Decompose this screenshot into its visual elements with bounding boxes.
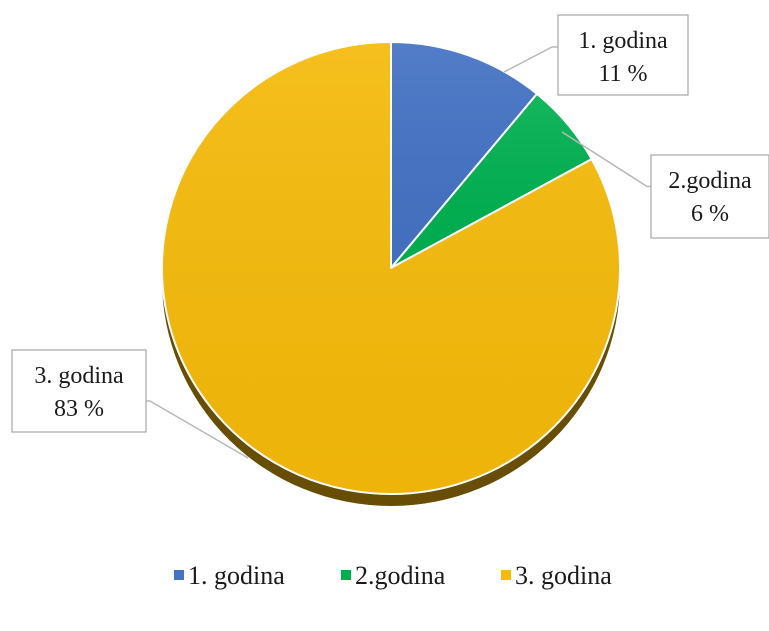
pie-slice-sheen-3: [162, 42, 621, 495]
data-label-category-2: 2.godina: [668, 168, 752, 194]
legend: 1. godina 2.godina 3. godina: [174, 561, 612, 590]
leader-line-2: [561, 131, 651, 188]
data-label-category-3: 3. godina: [34, 363, 124, 389]
data-label-value-1: 11 %: [598, 61, 647, 87]
leader-line-1: [503, 46, 558, 73]
legend-label-3: 3. godina: [515, 561, 612, 590]
legend-swatch-3: [501, 570, 511, 580]
legend-swatch-1: [174, 570, 184, 580]
data-label-box-2: [650, 154, 769, 239]
leader-line-3: [146, 400, 249, 459]
data-labels: 1. godina 11 % 2.godina 6 % 3. godina 83 %: [11, 14, 769, 433]
legend-swatch-2: [341, 570, 351, 580]
data-label-box-3: [11, 349, 147, 433]
pie-slices: [161, 41, 621, 495]
data-label-category-1: 1. godina: [578, 28, 668, 54]
legend-label-2: 2.godina: [355, 561, 446, 590]
pie-slice-sheen-2: [391, 93, 592, 268]
pie-slice-sheen-1: [391, 42, 537, 268]
data-label-box-1: [557, 14, 689, 96]
data-label-value-3: 83 %: [54, 396, 104, 422]
leader-lines: [146, 46, 651, 459]
data-label-value-2: 6 %: [691, 201, 729, 227]
legend-label-1: 1. godina: [188, 561, 285, 590]
